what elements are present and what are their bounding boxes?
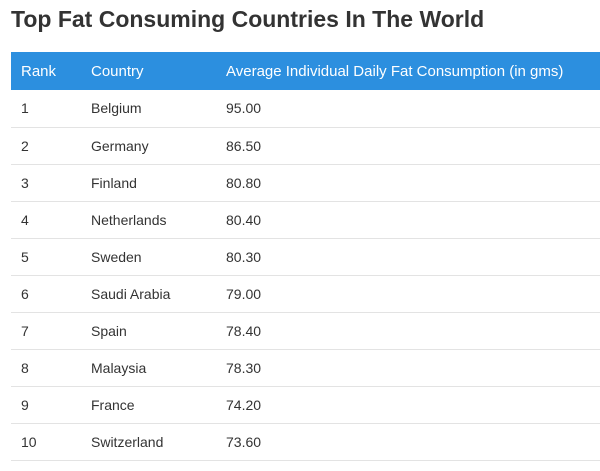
country-cell: Malaysia — [91, 359, 147, 376]
fat-consumption-table: Rank Country Average Individual Daily Fa… — [11, 52, 600, 461]
table-row: 2 Germany 86.50 — [11, 127, 600, 164]
table-row: 4 Netherlands 80.40 — [11, 201, 600, 238]
table-header: Rank Country Average Individual Daily Fa… — [11, 52, 600, 90]
table-row: 9 France 74.20 — [11, 386, 600, 423]
value-cell: 95.00 — [226, 100, 262, 117]
rank-cell: 4 — [21, 211, 29, 228]
rank-cell: 8 — [21, 359, 29, 376]
value-cell: 80.80 — [226, 174, 262, 191]
rank-cell: 3 — [21, 174, 29, 191]
value-cell: 74.20 — [226, 396, 262, 413]
rank-cell: 2 — [21, 137, 29, 154]
country-cell: Germany — [91, 137, 149, 154]
country-cell: France — [91, 396, 135, 413]
country-cell: Belgium — [91, 100, 142, 117]
value-cell: 80.40 — [226, 211, 262, 228]
country-cell: Spain — [91, 322, 127, 339]
value-cell: 86.50 — [226, 137, 262, 154]
table-row: 10 Switzerland 73.60 — [11, 423, 600, 460]
table-row: 6 Saudi Arabia 79.00 — [11, 275, 600, 312]
country-cell: Sweden — [91, 248, 142, 265]
table-row: 3 Finland 80.80 — [11, 164, 600, 201]
rank-cell: 9 — [21, 396, 29, 413]
table-header-row: Rank Country Average Individual Daily Fa… — [11, 52, 600, 90]
rank-cell: 1 — [21, 100, 29, 117]
rank-cell: 6 — [21, 285, 29, 302]
table-row: 8 Malaysia 78.30 — [11, 349, 600, 386]
rank-cell: 5 — [21, 248, 29, 265]
value-cell: 80.30 — [226, 248, 262, 265]
header-rank: Rank — [21, 62, 57, 80]
value-cell: 73.60 — [226, 433, 262, 450]
country-cell: Finland — [91, 174, 137, 191]
value-cell: 78.40 — [226, 322, 262, 339]
table-body: 1 Belgium 95.00 2 Germany 86.50 3 Finlan… — [11, 90, 600, 460]
rank-cell: 7 — [21, 322, 29, 339]
rank-cell: 10 — [21, 433, 37, 450]
table-row: 5 Sweden 80.30 — [11, 238, 600, 275]
page-title: Top Fat Consuming Countries In The World — [11, 6, 485, 32]
country-cell: Switzerland — [91, 433, 164, 450]
country-cell: Saudi Arabia — [91, 285, 171, 302]
header-fat-consumption: Average Individual Daily Fat Consumption… — [226, 62, 564, 80]
table-row: 1 Belgium 95.00 — [11, 90, 600, 127]
value-cell: 79.00 — [226, 285, 262, 302]
country-cell: Netherlands — [91, 211, 167, 228]
header-country: Country — [91, 62, 144, 80]
table-row: 7 Spain 78.40 — [11, 312, 600, 349]
value-cell: 78.30 — [226, 359, 262, 376]
